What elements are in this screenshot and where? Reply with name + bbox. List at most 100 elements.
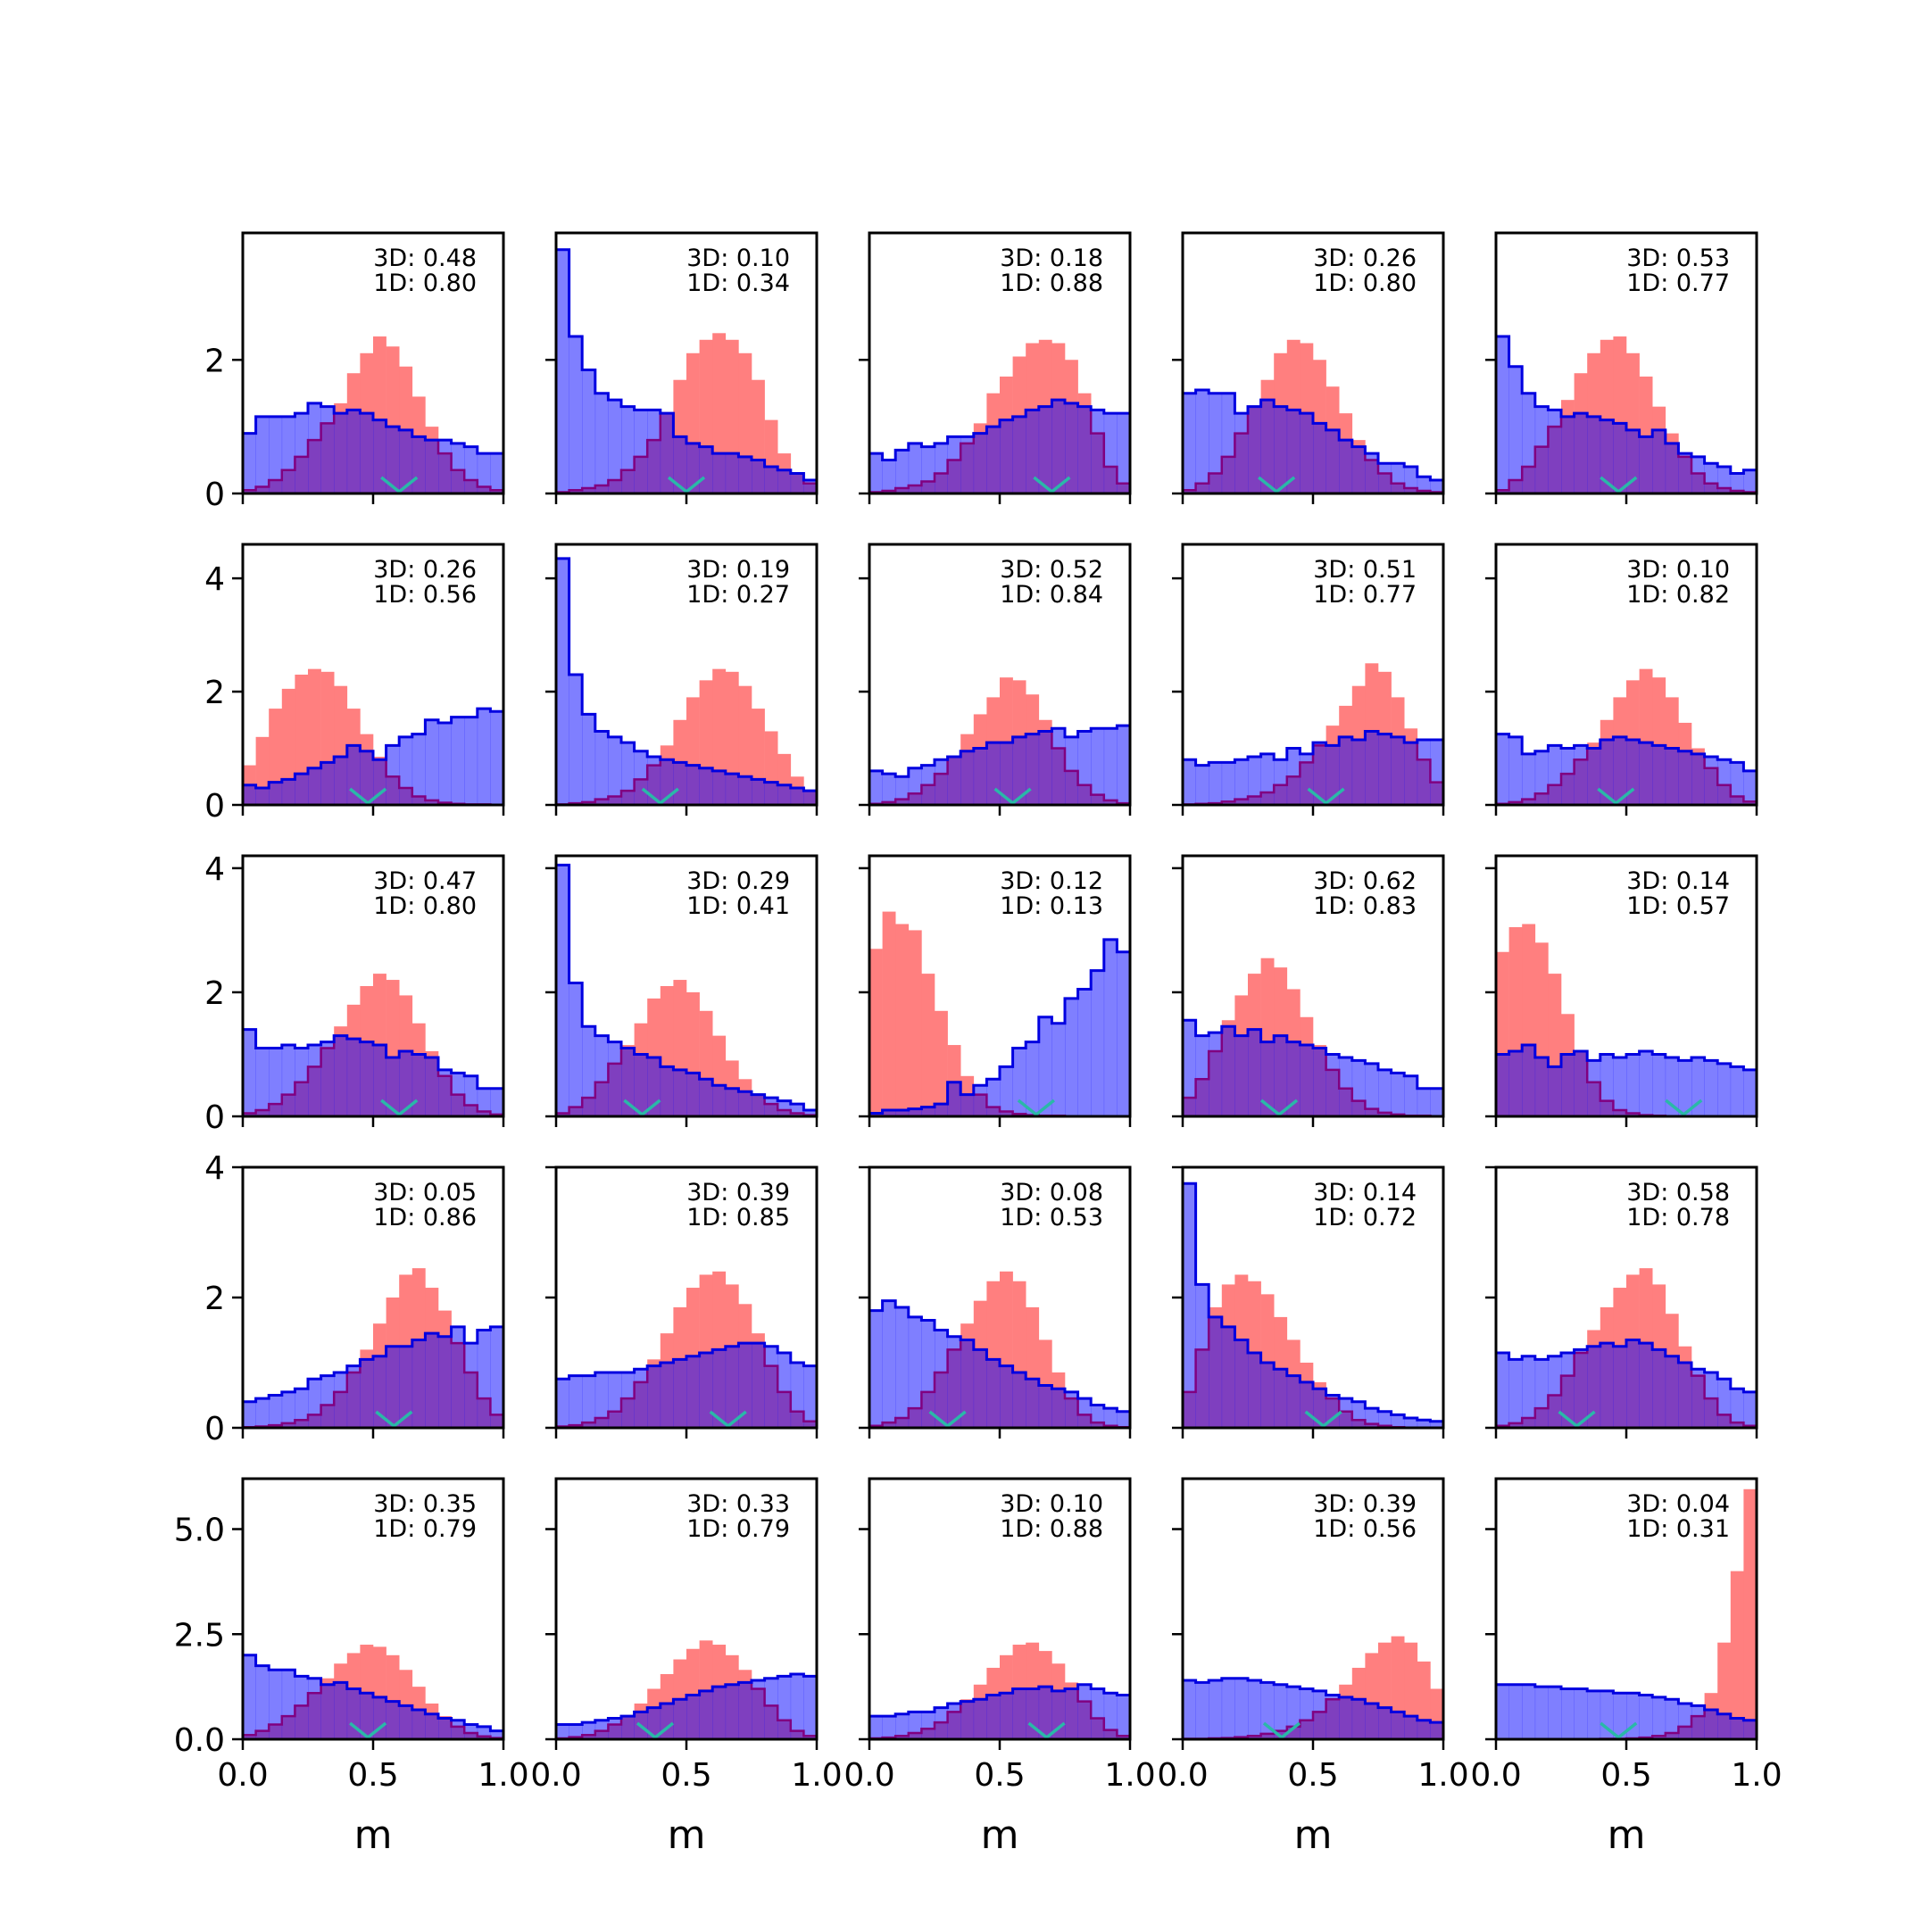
blue-histogram-bar [777, 1353, 791, 1428]
blue-histogram-bar [921, 1321, 935, 1428]
blue-histogram-bar [1248, 407, 1261, 493]
blue-histogram-bar [686, 766, 700, 805]
blue-histogram-bar [738, 776, 752, 805]
blue-histogram-bar [661, 1066, 674, 1116]
blue-histogram-bar [1640, 436, 1653, 493]
blue-histogram-bar [1496, 1054, 1509, 1116]
score-1d-label: 1D: 0.57 [1626, 892, 1730, 920]
blue-histogram-bar [1183, 1020, 1196, 1116]
blue-histogram-bar [1496, 336, 1509, 493]
blue-histogram-bar [883, 1301, 896, 1428]
score-3d-label: 3D: 0.18 [1000, 245, 1103, 272]
blue-histogram-bar [621, 1372, 635, 1428]
blue-histogram-bar [1587, 1691, 1600, 1739]
blue-histogram-bar [1743, 1070, 1757, 1116]
blue-histogram-bar [1678, 1704, 1691, 1739]
blue-histogram-bar [1326, 1696, 1340, 1739]
blue-histogram-bar [1234, 1679, 1248, 1739]
blue-histogram-bar [464, 1076, 478, 1116]
blue-histogram-bar [621, 1716, 635, 1739]
blue-histogram-bar [1183, 1680, 1196, 1739]
blue-histogram-bar [921, 1712, 935, 1739]
blue-histogram-bar [464, 447, 478, 493]
score-3d-label: 3D: 0.14 [1626, 867, 1730, 895]
blue-histogram-bar [935, 759, 948, 805]
blue-histogram-bar [1678, 453, 1691, 493]
score-1d-label: 1D: 0.77 [1626, 269, 1730, 297]
blue-histogram-bar [661, 1704, 674, 1739]
red-histogram-bar [909, 930, 922, 1116]
blue-histogram-bar [1640, 1051, 1653, 1116]
blue-histogram-bar [1535, 407, 1549, 493]
blue-histogram-bar [1575, 413, 1588, 493]
blue-histogram-bar [1535, 751, 1549, 805]
blue-histogram-bar [334, 757, 347, 805]
blue-histogram-bar [1378, 1070, 1392, 1116]
blue-histogram-bar [673, 1070, 686, 1116]
blue-histogram-bar [1626, 1693, 1640, 1739]
blue-histogram-bar [347, 1366, 361, 1428]
score-1d-label: 1D: 0.72 [1313, 1204, 1417, 1231]
score-1d-label: 1D: 0.41 [686, 892, 790, 920]
blue-histogram-bar [256, 1666, 270, 1739]
blue-histogram-bar [673, 762, 686, 805]
blue-histogram-bar [360, 413, 373, 493]
blue-histogram-bar [1652, 1349, 1666, 1428]
blue-histogram-bar [1392, 1712, 1405, 1739]
blue-histogram-bar [1640, 1696, 1653, 1739]
blue-histogram-bar [386, 1702, 400, 1739]
blue-histogram-bar [412, 1054, 426, 1116]
x-axis-label: m [1608, 1812, 1646, 1858]
blue-histogram-bar [1000, 1693, 1013, 1739]
red-histogram-bar [935, 1011, 948, 1116]
blue-histogram-bar [974, 1349, 987, 1428]
blue-histogram-bar [752, 460, 765, 493]
blue-histogram-bar [243, 1655, 256, 1739]
blue-histogram-bar [1743, 771, 1757, 805]
blue-histogram-bar [1196, 390, 1209, 493]
blue-histogram-bar [803, 791, 817, 805]
blue-histogram-bar [582, 369, 595, 493]
blue-histogram-bar [738, 1091, 752, 1116]
blue-histogram-bar [308, 1679, 321, 1739]
blue-histogram-bar [256, 417, 270, 493]
score-3d-label: 3D: 0.05 [373, 1179, 477, 1206]
score-3d-label: 3D: 0.26 [1313, 245, 1417, 272]
blue-histogram-bar [1691, 1369, 1705, 1428]
blue-histogram-bar [1678, 751, 1691, 805]
blue-histogram-bar [399, 737, 412, 805]
blue-histogram-bar [373, 1045, 386, 1116]
blue-histogram-bar [582, 1722, 595, 1739]
blue-histogram-bar [791, 788, 804, 805]
blue-histogram-bar [425, 1714, 438, 1739]
blue-histogram-bar [256, 788, 270, 805]
blue-histogram-bar [321, 407, 335, 493]
blue-histogram-bar [1078, 989, 1092, 1116]
blue-histogram-bar [1652, 745, 1666, 805]
blue-histogram-bar [1274, 1369, 1287, 1428]
blue-histogram-bar [1078, 731, 1092, 805]
blue-histogram-bar [974, 749, 987, 805]
score-3d-label: 3D: 0.14 [1313, 1179, 1417, 1206]
blue-histogram-bar [1613, 1347, 1626, 1428]
blue-histogram-bar [1051, 400, 1065, 493]
blue-histogram-bar [712, 771, 726, 805]
score-1d-label: 1D: 0.31 [1626, 1515, 1730, 1543]
score-1d-label: 1D: 0.88 [1000, 1515, 1103, 1543]
score-3d-label: 3D: 0.58 [1626, 1179, 1730, 1206]
blue-histogram-bar [1274, 759, 1287, 805]
blue-histogram-bar [1078, 407, 1092, 493]
blue-histogram-bar [1678, 1363, 1691, 1428]
blue-histogram-bar [621, 742, 635, 805]
blue-histogram-bar [490, 453, 503, 493]
y-tick-label: 0 [204, 1099, 225, 1136]
blue-histogram-bar [1404, 1418, 1417, 1428]
blue-histogram-bar [1196, 1682, 1209, 1739]
blue-histogram-bar [1743, 1721, 1757, 1739]
blue-histogram-bar [569, 1376, 583, 1428]
blue-histogram-bar [1378, 1708, 1392, 1739]
blue-histogram-bar [712, 1085, 726, 1116]
blue-histogram-bar [986, 1079, 1000, 1116]
blue-histogram-bar [582, 1376, 595, 1428]
